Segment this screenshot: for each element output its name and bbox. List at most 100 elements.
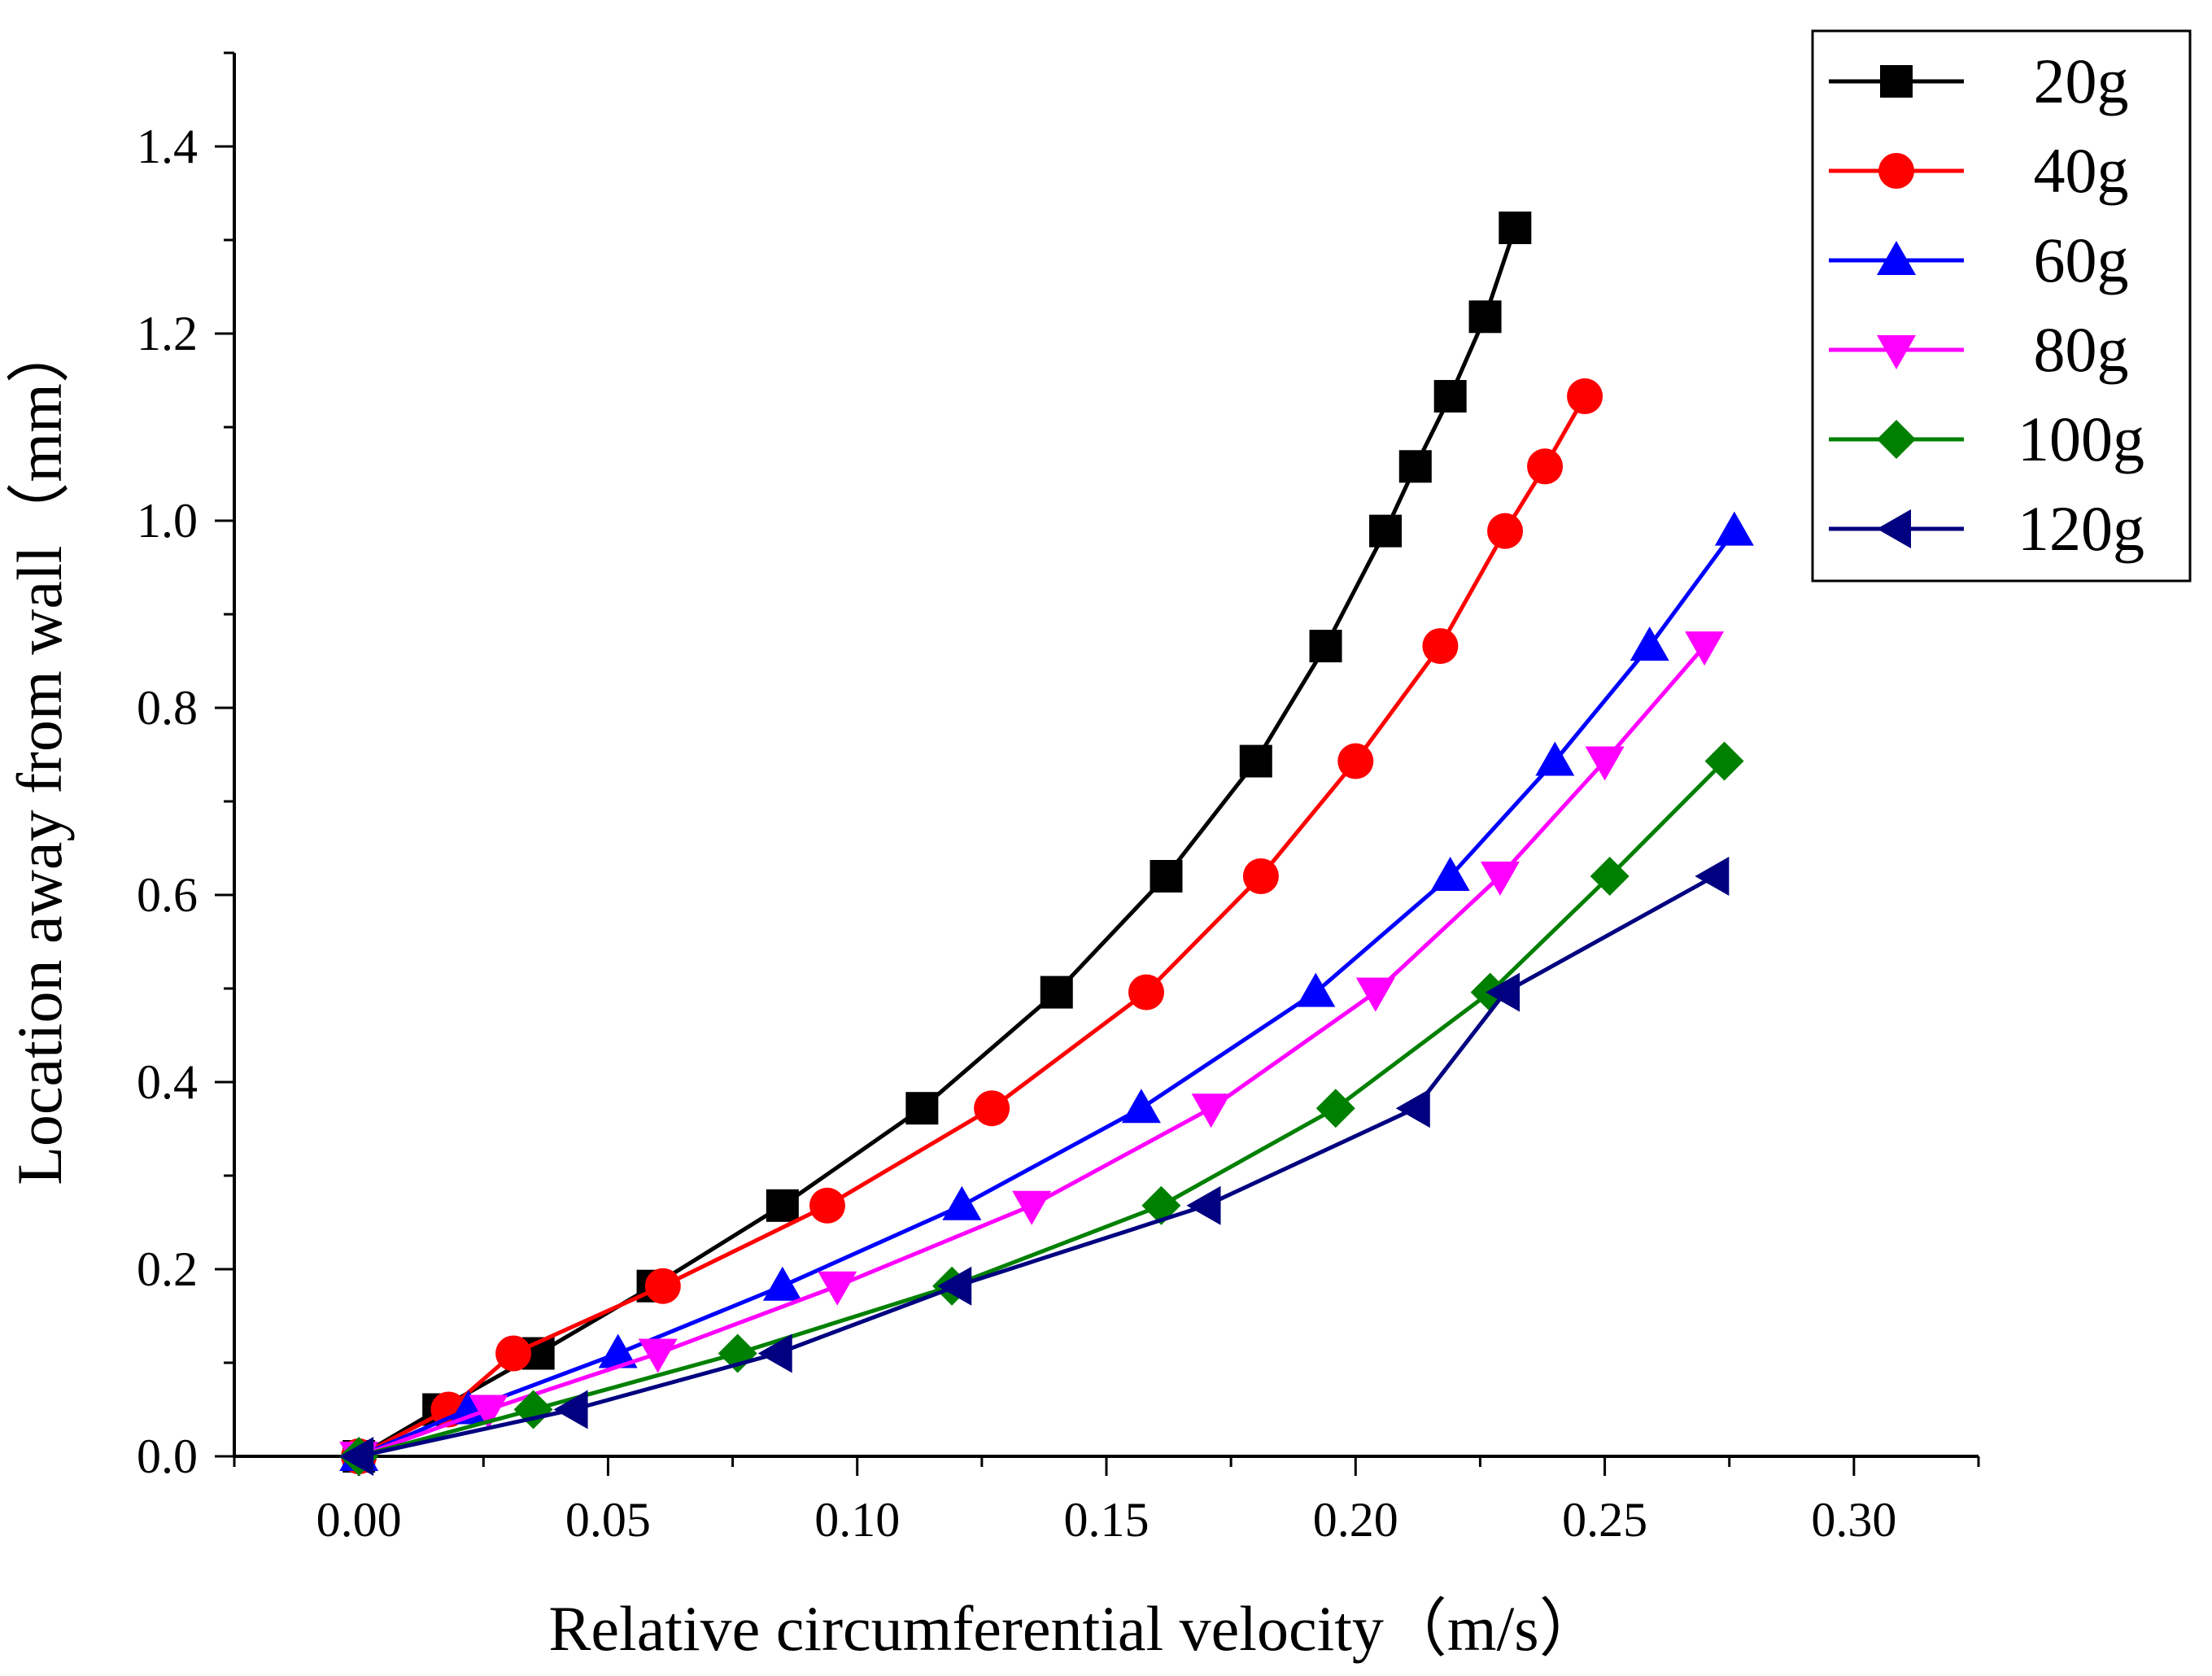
data-point-120g bbox=[1695, 857, 1730, 896]
legend-marker bbox=[1878, 153, 1914, 189]
data-point-40g bbox=[495, 1335, 532, 1372]
data-point-40g bbox=[1337, 743, 1374, 779]
legend-label: 80g bbox=[2034, 314, 2129, 385]
x-tick-label: 0.15 bbox=[1064, 1493, 1150, 1547]
legend-item-60g: 60g bbox=[1829, 225, 2129, 295]
data-point-80g bbox=[818, 1271, 857, 1306]
data-point-60g bbox=[1121, 1089, 1161, 1124]
x-tick-label: 0.20 bbox=[1313, 1493, 1398, 1547]
data-point-20g bbox=[1468, 300, 1502, 334]
y-tick-label: 0.0 bbox=[137, 1429, 198, 1483]
data-point-60g bbox=[762, 1266, 802, 1301]
data-point-60g bbox=[1535, 741, 1575, 776]
series-line-120g bbox=[358, 874, 1716, 1459]
data-point-120g bbox=[1486, 972, 1520, 1012]
y-tick-label: 1.4 bbox=[137, 120, 198, 173]
data-point-100g bbox=[1704, 741, 1744, 781]
data-point-20g bbox=[766, 1189, 799, 1222]
series-line-100g bbox=[358, 759, 1726, 1459]
data-point-40g bbox=[1487, 513, 1524, 549]
data-point-120g bbox=[1186, 1185, 1221, 1225]
data-point-20g bbox=[1369, 514, 1403, 548]
data-point-20g bbox=[1398, 450, 1432, 483]
data-point-20g bbox=[1433, 380, 1467, 413]
data-point-20g bbox=[905, 1092, 939, 1125]
data-point-60g bbox=[448, 1390, 488, 1425]
data-point-40g bbox=[644, 1268, 681, 1304]
data-point-80g bbox=[1685, 631, 1725, 666]
series-100g bbox=[339, 741, 1744, 1476]
data-point-20g bbox=[1150, 860, 1183, 893]
data-point-20g bbox=[1239, 744, 1272, 778]
x-tick-label: 0.10 bbox=[814, 1493, 900, 1547]
data-point-40g bbox=[974, 1090, 1010, 1127]
data-point-120g bbox=[937, 1266, 972, 1306]
data-point-40g bbox=[1242, 858, 1279, 894]
legend-marker bbox=[1877, 509, 1911, 548]
legend-item-20g: 20g bbox=[1829, 46, 2129, 116]
data-point-20g bbox=[1040, 975, 1073, 1009]
legend-label: 120g bbox=[2018, 493, 2144, 564]
series-120g bbox=[339, 857, 1730, 1476]
data-point-40g bbox=[1567, 378, 1603, 415]
series-40g bbox=[341, 378, 1603, 1474]
y-tick-label: 0.6 bbox=[137, 868, 198, 922]
legend-marker bbox=[1877, 241, 1916, 275]
series-line-80g bbox=[358, 644, 1706, 1459]
series-line-20g bbox=[357, 227, 1517, 1459]
data-point-80g bbox=[638, 1338, 678, 1373]
legend-label: 20g bbox=[2034, 46, 2129, 116]
data-point-60g bbox=[942, 1185, 982, 1220]
x-tick-label: 0.00 bbox=[316, 1493, 402, 1547]
legend-label: 60g bbox=[2034, 225, 2129, 295]
series-line-40g bbox=[357, 395, 1587, 1459]
legend-box bbox=[1811, 29, 2192, 583]
legend-label: 100g bbox=[2018, 404, 2144, 474]
y-tick-label: 1.2 bbox=[137, 307, 198, 360]
x-tick-label: 0.05 bbox=[565, 1493, 651, 1547]
data-point-80g bbox=[469, 1394, 508, 1429]
y-tick-label: 0.2 bbox=[137, 1242, 198, 1296]
legend-item-100g: 100g bbox=[1829, 404, 2144, 474]
data-point-60g bbox=[1714, 511, 1754, 546]
legend-item-40g: 40g bbox=[1829, 135, 2129, 206]
data-point-60g bbox=[1296, 972, 1336, 1007]
data-point-40g bbox=[1128, 974, 1165, 1010]
legend-marker bbox=[1877, 335, 1916, 369]
data-point-40g bbox=[1422, 628, 1459, 665]
data-point-120g bbox=[1395, 1089, 1430, 1128]
data-point-120g bbox=[553, 1390, 588, 1429]
legend-label: 40g bbox=[2034, 135, 2129, 206]
data-point-80g bbox=[1012, 1190, 1052, 1225]
data-point-80g bbox=[1585, 746, 1625, 781]
y-tick-label: 0.8 bbox=[137, 681, 198, 735]
y-tick-label: 0.4 bbox=[137, 1055, 198, 1109]
data-point-100g bbox=[1590, 857, 1630, 896]
x-tick-label: 0.30 bbox=[1811, 1493, 1896, 1547]
data-point-60g bbox=[1630, 626, 1669, 661]
y-axis-title: Location away from wall（mm） bbox=[4, 320, 75, 1185]
data-point-60g bbox=[1430, 857, 1470, 891]
data-point-120g bbox=[339, 1437, 374, 1476]
axes: 0.00 0.05 0.10 0.15 0.20 0.25 0.30 0.0 0.2 0.4 0.6… bbox=[137, 51, 1980, 1547]
legend-marker bbox=[1877, 420, 1916, 459]
data-point-80g bbox=[1191, 1093, 1231, 1128]
data-point-80g bbox=[1355, 977, 1395, 1012]
data-point-120g bbox=[757, 1333, 792, 1373]
data-point-100g bbox=[1315, 1089, 1355, 1128]
x-tick-label: 0.25 bbox=[1562, 1493, 1647, 1547]
x-axis-title: Relative circumferential velocity（m/s） bbox=[548, 1593, 1602, 1664]
data-point-40g bbox=[1527, 448, 1564, 485]
data-point-60g bbox=[598, 1333, 638, 1368]
data-point-40g bbox=[809, 1187, 845, 1224]
legend-item-80g: 80g bbox=[1829, 314, 2129, 385]
data-point-20g bbox=[1309, 630, 1342, 663]
data-point-80g bbox=[1480, 862, 1520, 896]
data-point-20g bbox=[1499, 212, 1532, 245]
legend-marker bbox=[1880, 65, 1913, 98]
legend: 20g 40g 60g 80g 100g 120g bbox=[1811, 29, 2192, 583]
legend-item-120g: 120g bbox=[1829, 493, 2144, 564]
y-tick-label: 1.0 bbox=[137, 494, 198, 548]
